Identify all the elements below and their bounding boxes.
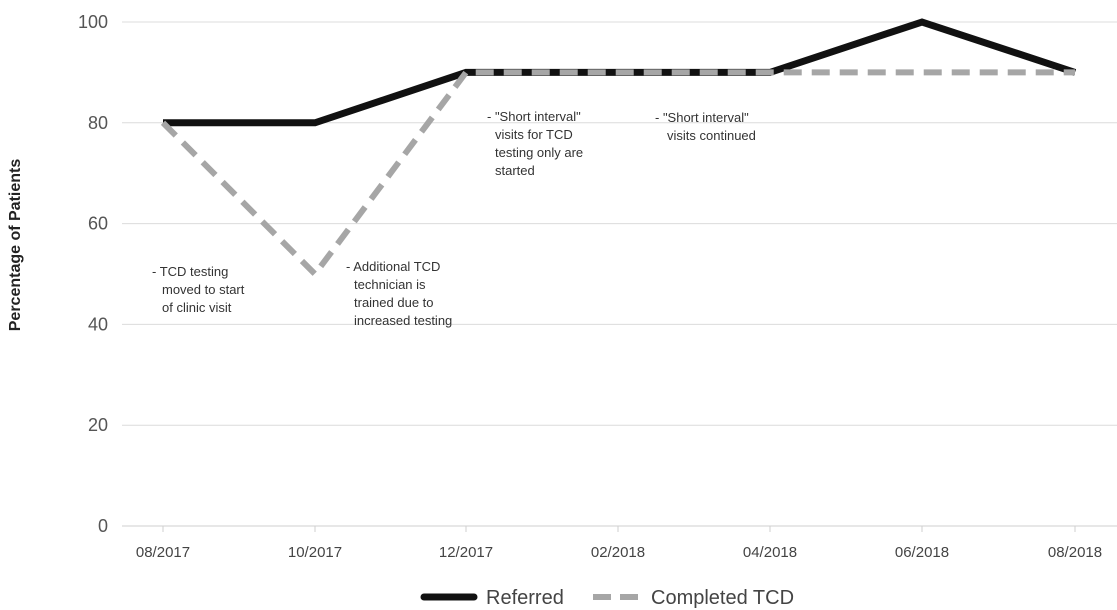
- gridlines: [122, 21, 1117, 426]
- annotation: - Additional TCD technician is trained due…: [346, 259, 452, 328]
- x-tick-label: 04/2018: [743, 544, 797, 561]
- y-tick-label: 40: [88, 314, 108, 334]
- annotations: - TCD testing moved to start of clinic vis…: [152, 109, 756, 328]
- annotation-line: started: [495, 163, 535, 178]
- x-tick-label: 08/2017: [136, 544, 190, 561]
- annotation: - TCD testing moved to start of clinic vis…: [152, 264, 245, 315]
- legend: Referred Completed TCD: [420, 587, 794, 609]
- annotation-line: of clinic visit: [162, 300, 232, 315]
- x-tick-label: 10/2017: [288, 544, 342, 561]
- y-axis-ticks: 0 20 40 60 80 100: [78, 12, 108, 536]
- annotation: - "Short interval" visits continued: [655, 110, 756, 143]
- annotation: - "Short interval" visits for TCD testing …: [487, 109, 583, 178]
- legend-label-completed-tcd: Completed TCD: [651, 587, 794, 609]
- x-tick-label: 06/2018: [895, 544, 949, 561]
- y-axis-label: Percentage of Patients: [7, 159, 24, 332]
- annotation-line: - Additional TCD: [346, 259, 440, 274]
- annotation-line: visits continued: [667, 128, 756, 143]
- x-tick-label: 02/2018: [591, 544, 645, 561]
- y-tick-label: 80: [88, 113, 108, 133]
- y-tick-label: 20: [88, 415, 108, 435]
- annotation-line: trained due to: [354, 295, 434, 310]
- y-tick-label: 0: [98, 516, 108, 536]
- y-tick-label: 100: [78, 12, 108, 32]
- annotation-line: - "Short interval": [487, 109, 581, 124]
- y-tick-label: 60: [88, 214, 108, 234]
- annotation-line: visits for TCD: [495, 127, 573, 142]
- x-axis-ticks: 08/2017 10/2017 12/2017 02/2018 04/2018 06/20…: [136, 526, 1102, 561]
- x-tick-label: 12/2017: [439, 544, 493, 561]
- annotation-line: - "Short interval": [655, 110, 749, 125]
- series-lines: [160, 18, 1077, 279]
- series-line-completed-tcd: [160, 69, 1075, 279]
- x-tick-label: 08/2018: [1048, 544, 1102, 561]
- annotation-line: testing only are: [495, 145, 583, 160]
- annotation-line: technician is: [354, 277, 426, 292]
- annotation-line: - TCD testing: [152, 264, 228, 279]
- legend-label-referred: Referred: [486, 587, 564, 609]
- annotation-line: moved to start: [162, 282, 245, 297]
- annotation-line: increased testing: [354, 313, 452, 328]
